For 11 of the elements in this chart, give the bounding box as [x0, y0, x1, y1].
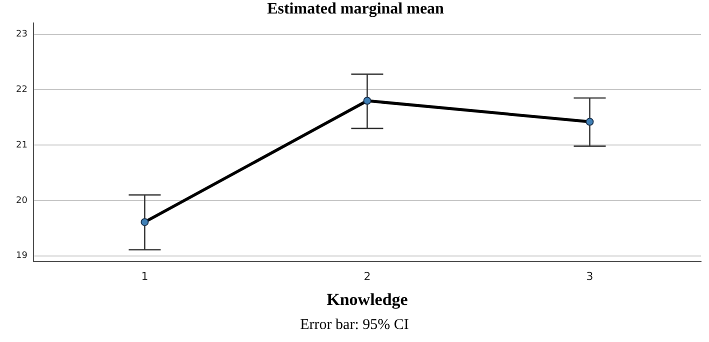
- text: Error bar: 95% CI: [299, 317, 410, 334]
- y-tick-label: 19: [16, 251, 28, 262]
- x-tick-label: 2: [364, 270, 371, 283]
- y-tick-label: 21: [16, 140, 28, 150]
- y-tick-label: 22: [16, 85, 28, 96]
- x-tick-label: 1: [141, 270, 148, 283]
- x-axis-title: Knowledge: [326, 290, 408, 310]
- chart-title: Estimated marginal mean: [267, 0, 444, 18]
- y-tick-label: 20: [16, 196, 28, 206]
- x-tick-label: 3: [586, 270, 594, 283]
- y-tick-label: 23: [16, 30, 28, 40]
